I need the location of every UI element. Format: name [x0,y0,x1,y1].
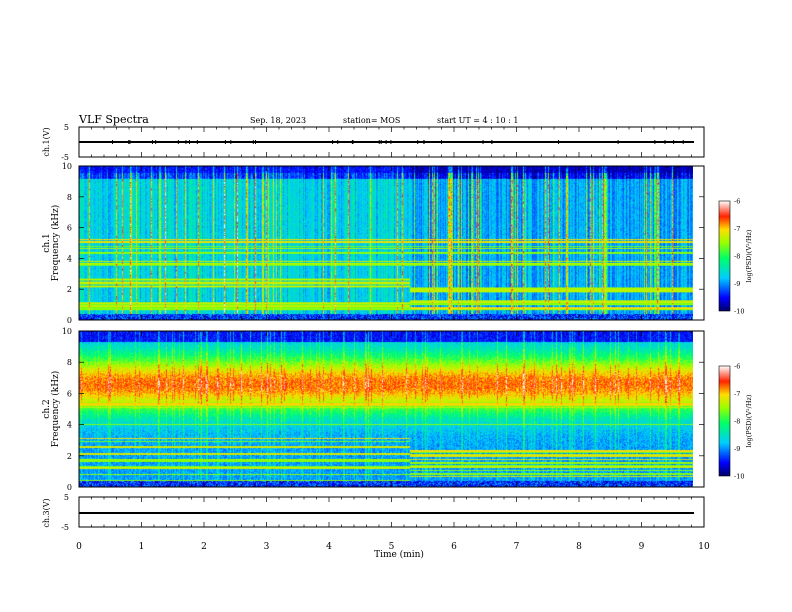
colorbar-tick-label: -6 [734,198,740,206]
colorbar-tick-label: -9 [734,280,740,288]
ch1-spectrogram-panel: 0 2 4 6 8 10 ch.1 Frequency (kHz) -6 -7 -8 -9 -10… [42,162,753,325]
time-tick-label: 1 [139,542,145,552]
ch3-voltage-ticks [78,497,705,527]
ch1-spectrogram-ticks [78,165,705,321]
ch3-ytick-minus5: -5 [61,523,69,532]
colorbar-tick-label: -8 [734,418,740,426]
ch2-colorbar-ticks: -6 -7 -8 -9 -10 [734,363,744,481]
frequency-tick-label: 4 [67,254,72,263]
ch3-ytick-5: 5 [64,493,69,502]
ch1-ytick-5: 5 [64,123,69,132]
ch3-voltage-panel: 5 -5 ch.3(V) [42,493,705,532]
date-label: Sep. 18, 2023 [250,116,306,125]
start-time-label: start UT = 4 : 10 : 1 [437,116,518,125]
time-tick-label: 2 [201,542,207,552]
figure-title: VLF Spectra [78,113,149,126]
ch2-spectrogram-image [79,331,693,487]
ch2-frequency-tick-labels: 0 2 4 6 8 10 [62,327,72,492]
time-tick-label: 9 [639,542,645,552]
ch2-colorbar [718,365,731,477]
ch1-voltage-ylabel: ch.1(V) [42,127,51,156]
frequency-tick-label: 6 [67,389,72,398]
colorbar-tick-label: -10 [734,308,744,316]
station-label: station= MOS [343,116,400,125]
frequency-tick-label: 2 [67,285,72,294]
ch1-frequency-ylabel: Frequency (kHz) [50,205,61,282]
ch2-spectrogram-ticks [78,330,705,488]
time-tick-label: 0 [76,542,82,552]
ch1-label: ch.1 [42,233,52,252]
ch1-voltage-panel: 5 -5 ch.1(V) [42,123,705,162]
ch1-frequency-tick-labels: 0 2 4 6 8 10 [62,162,72,325]
colorbar-tick-label: -8 [734,253,740,261]
colorbar-tick-label: -7 [734,390,740,398]
frequency-tick-label: 10 [62,162,72,171]
ch1-ytick-minus5: -5 [61,153,69,162]
time-tick-label: 6 [451,542,457,552]
frequency-tick-label: 0 [67,316,72,325]
colorbar-tick-label: -7 [734,225,740,233]
colorbar-tick-label: -9 [734,445,740,453]
time-tick-label: 8 [576,542,582,552]
ch1-colorbar-label: log(PSD)(V²/Hz) [745,229,753,282]
time-tick-label: 3 [264,542,270,552]
time-tick-label: 4 [326,542,332,552]
frequency-tick-label: 2 [67,452,72,461]
frequency-tick-label: 8 [67,193,72,202]
ch1-colorbar-ticks: -6 -7 -8 -9 -10 [734,198,744,316]
ch1-voltage-ticks [78,127,705,157]
time-axis-tick-labels: 0 1 2 3 4 5 6 7 8 9 10 [76,542,710,552]
frequency-tick-label: 4 [67,421,72,430]
time-tick-label: 10 [698,542,710,552]
time-tick-label: 5 [389,542,395,552]
colorbar-tick-label: -10 [734,473,744,481]
frequency-tick-label: 6 [67,224,72,233]
frequency-tick-label: 0 [67,483,72,492]
time-axis-label: Time (min) [374,549,424,560]
ch2-colorbar-label: log(PSD)(V²/Hz) [745,394,753,447]
ch2-frequency-ylabel: Frequency (kHz) [50,371,61,448]
ch1-voltage-spikes [112,140,684,144]
ch2-label: ch.2 [42,399,52,418]
ch3-voltage-ylabel: ch.3(V) [42,498,51,527]
frequency-tick-label: 10 [62,327,72,336]
time-tick-label: 7 [514,542,520,552]
ch2-spectrogram-panel: 0 2 4 6 8 10 ch.2 Frequency (kHz) -6 -7 -8 -9 -10… [42,327,753,492]
colorbar-tick-label: -6 [734,363,740,371]
frequency-tick-label: 8 [67,358,72,367]
ch1-spectrogram-image [79,166,693,320]
ch1-colorbar [718,200,731,312]
